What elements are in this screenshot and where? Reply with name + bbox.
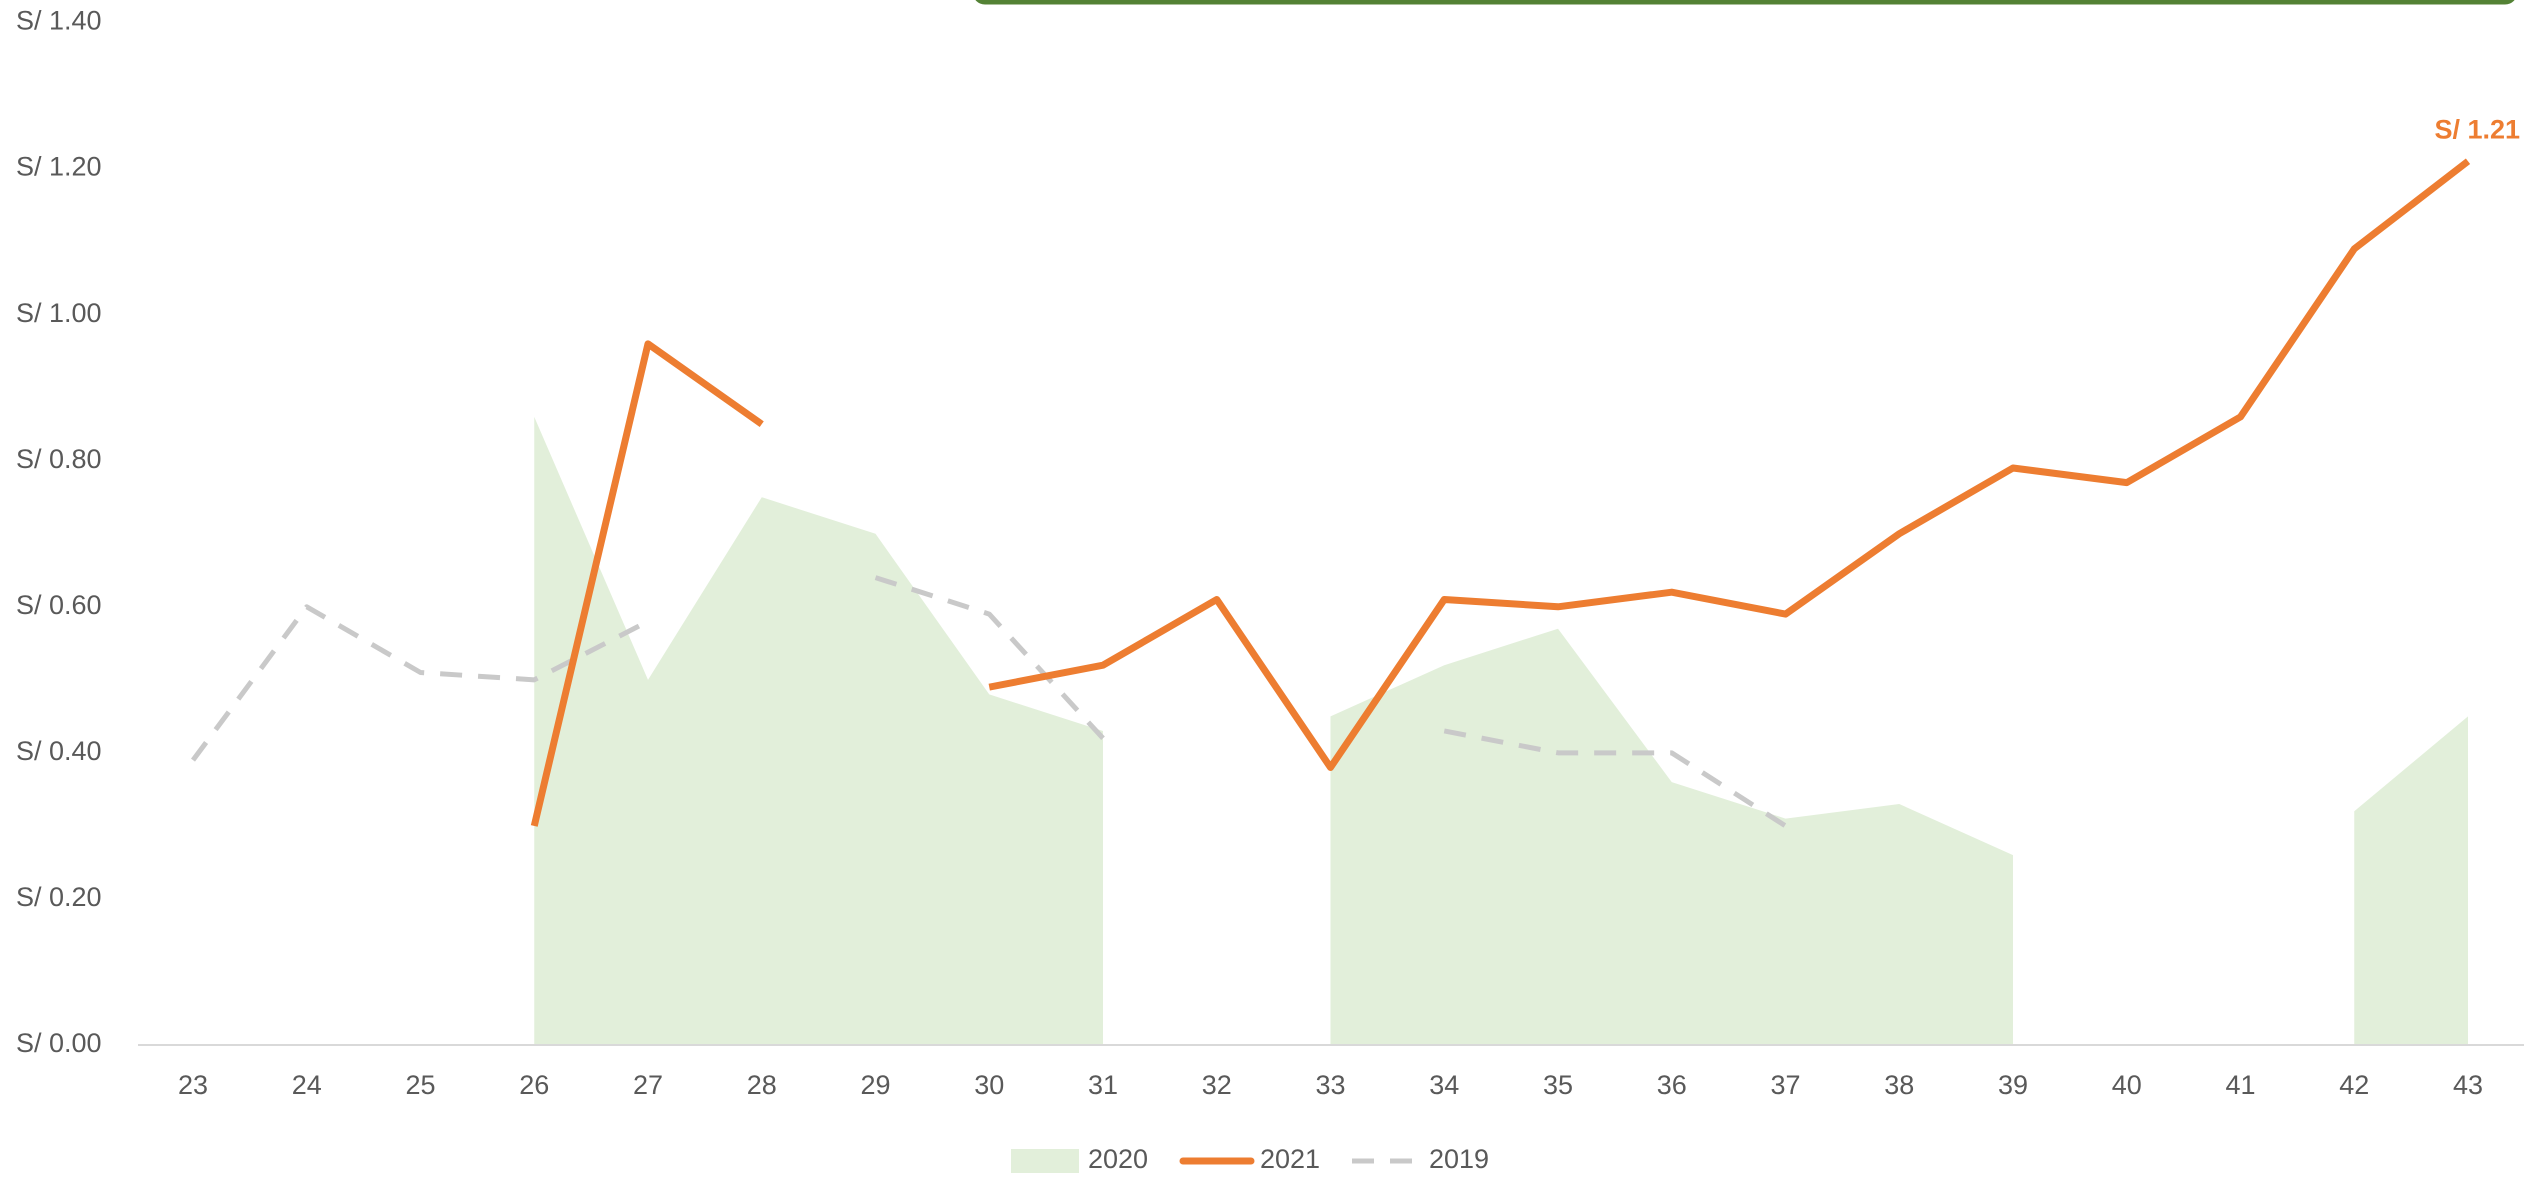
x-tick-label: 32 (1202, 1070, 1232, 1100)
x-tick-label: 39 (1998, 1070, 2028, 1100)
x-tick-label: 33 (1315, 1070, 1345, 1100)
x-tick-label: 30 (974, 1070, 1004, 1100)
x-tick-label: 37 (1770, 1070, 1800, 1100)
legend-label: 2021 (1260, 1144, 1320, 1174)
line (988, 158, 2471, 771)
area (1330, 628, 2013, 1045)
y-tick-label: S/ 0.20 (16, 882, 102, 912)
area (534, 416, 1103, 1046)
line (190, 604, 650, 762)
x-tick-label: 38 (1884, 1070, 1914, 1100)
line (874, 575, 1105, 740)
legend-label: 2020 (1088, 1144, 1148, 1174)
x-tick-label: 40 (2112, 1070, 2142, 1100)
y-tick-label: S/ 1.00 (16, 298, 102, 328)
x-tick-label: 29 (860, 1070, 890, 1100)
x-tick-label: 27 (633, 1070, 663, 1100)
x-tick-label: 42 (2339, 1070, 2369, 1100)
y-tick-label: S/ 0.80 (16, 444, 102, 474)
y-tick-label: S/ 1.40 (16, 6, 102, 36)
x-tick-label: 31 (1088, 1070, 1118, 1100)
x-tick-label: 25 (405, 1070, 435, 1100)
x-tick-label: 26 (519, 1070, 549, 1100)
legend-label: 2019 (1429, 1144, 1489, 1174)
x-tick-label: 43 (2453, 1070, 2483, 1100)
x-tick-label: 28 (747, 1070, 777, 1100)
data-label: S/ 1.21 (2434, 114, 2520, 144)
line (530, 340, 764, 827)
frame-edge (975, 0, 2515, 5)
x-tick-label: 41 (2225, 1070, 2255, 1100)
legend-swatch (1011, 1149, 1079, 1173)
y-tick-label: S/ 0.40 (16, 736, 102, 766)
y-tick-label: S/ 1.20 (16, 152, 102, 182)
x-tick-label: 24 (292, 1070, 322, 1100)
y-tick-label: S/ 0.00 (16, 1028, 102, 1058)
x-tick-label: 23 (178, 1070, 208, 1100)
x-tick-label: 36 (1657, 1070, 1687, 1100)
x-tick-label: 35 (1543, 1070, 1573, 1100)
x-tick-label: 34 (1429, 1070, 1459, 1100)
y-tick-label: S/ 0.60 (16, 590, 102, 620)
line (1443, 728, 1787, 828)
area (2354, 716, 2468, 1045)
